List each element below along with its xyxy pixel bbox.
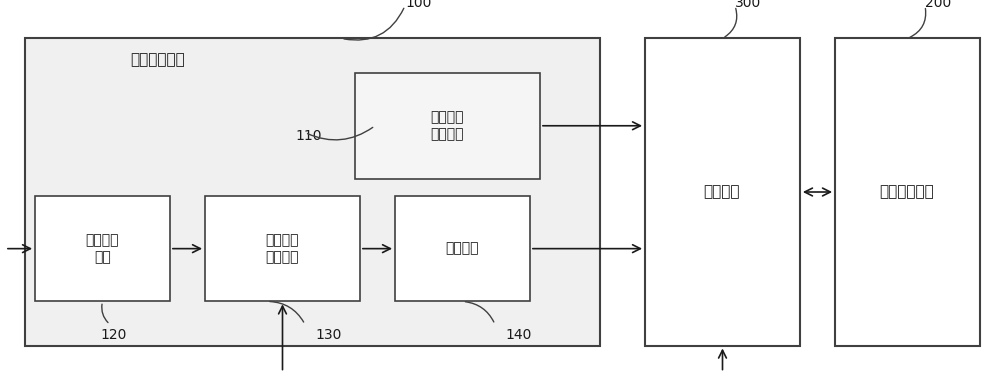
Text: 第一电子设备: 第一电子设备 bbox=[130, 52, 185, 67]
Text: 第二电子设备: 第二电子设备 bbox=[880, 184, 934, 200]
Text: 100: 100 bbox=[405, 0, 431, 10]
Text: 显示单元: 显示单元 bbox=[704, 184, 740, 200]
Bar bbox=[645, 38, 800, 346]
Text: 120: 120 bbox=[100, 328, 126, 342]
Bar bbox=[205, 196, 360, 301]
Text: 信号来源
获取单元: 信号来源 获取单元 bbox=[266, 233, 299, 264]
Bar bbox=[35, 196, 170, 301]
Bar bbox=[395, 196, 530, 301]
Text: 140: 140 bbox=[505, 328, 531, 342]
Text: 300: 300 bbox=[735, 0, 761, 10]
Bar bbox=[355, 73, 540, 179]
Text: 执行单元: 执行单元 bbox=[446, 242, 479, 256]
Bar bbox=[25, 38, 600, 346]
Text: 200: 200 bbox=[925, 0, 951, 10]
Text: 110: 110 bbox=[295, 129, 322, 143]
Text: 显示信号
输出单元: 显示信号 输出单元 bbox=[431, 111, 464, 141]
Bar bbox=[835, 38, 980, 346]
Text: 指令接收
单元: 指令接收 单元 bbox=[86, 233, 119, 264]
Text: 130: 130 bbox=[315, 328, 341, 342]
